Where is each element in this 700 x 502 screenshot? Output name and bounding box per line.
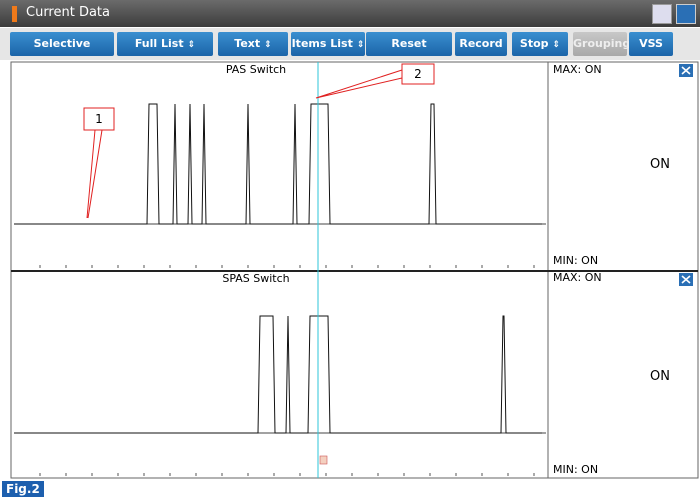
- callout-leader: [315, 69, 403, 99]
- toolbar-button[interactable]: VSS: [629, 32, 673, 56]
- waveform: [14, 103, 542, 225]
- pane-name: PAS Switch: [226, 63, 286, 76]
- button-label: Grouping: [573, 37, 631, 50]
- figure-label: Fig.2: [2, 481, 44, 497]
- max-label: MAX: ON: [553, 271, 602, 284]
- toolbar-button[interactable]: Items List ⇕: [291, 32, 365, 56]
- button-label: Full List: [134, 37, 184, 50]
- dropdown-icon: ⇕: [264, 40, 272, 50]
- callout-label: 2: [414, 67, 422, 81]
- min-label: MIN: ON: [553, 463, 598, 476]
- callout-box: [83, 107, 115, 131]
- button-label: Stop: [519, 37, 549, 50]
- dropdown-icon: ⇕: [552, 40, 561, 50]
- toolbar-button[interactable]: Record: [455, 32, 507, 56]
- pane-name: SPAS Switch: [222, 272, 289, 285]
- current-value: ON: [650, 369, 670, 384]
- close-button[interactable]: [679, 64, 693, 77]
- toolbar-button[interactable]: Text ⇕: [218, 32, 288, 56]
- close-button[interactable]: [679, 273, 693, 286]
- title-accent: [12, 6, 17, 22]
- button-label: Record: [459, 37, 503, 50]
- toolbar-button[interactable]: Grouping: [573, 32, 631, 56]
- toolbar-button[interactable]: Full List ⇕: [117, 32, 213, 56]
- current-value: ON: [650, 157, 670, 172]
- cursor-marker: [319, 455, 328, 465]
- title-bar: Current Data: [0, 0, 700, 27]
- toolbar-button[interactable]: Stop ⇕: [512, 32, 568, 56]
- retry-button[interactable]: [652, 4, 672, 24]
- callout-box: [401, 63, 435, 85]
- dropdown-icon: ⇕: [356, 40, 365, 50]
- min-label: MIN: ON: [553, 254, 598, 267]
- waveform: [14, 315, 542, 434]
- callout-leader: [86, 129, 103, 219]
- dropdown-icon: ⇕: [187, 40, 196, 50]
- button-label: Text: [234, 37, 261, 50]
- window-button[interactable]: [676, 4, 696, 24]
- title: Current Data: [26, 5, 110, 20]
- max-label: MAX: ON: [553, 63, 602, 76]
- button-label: VSS: [639, 37, 663, 50]
- callout-label: 1: [95, 112, 103, 126]
- button-label: Items List: [291, 37, 353, 50]
